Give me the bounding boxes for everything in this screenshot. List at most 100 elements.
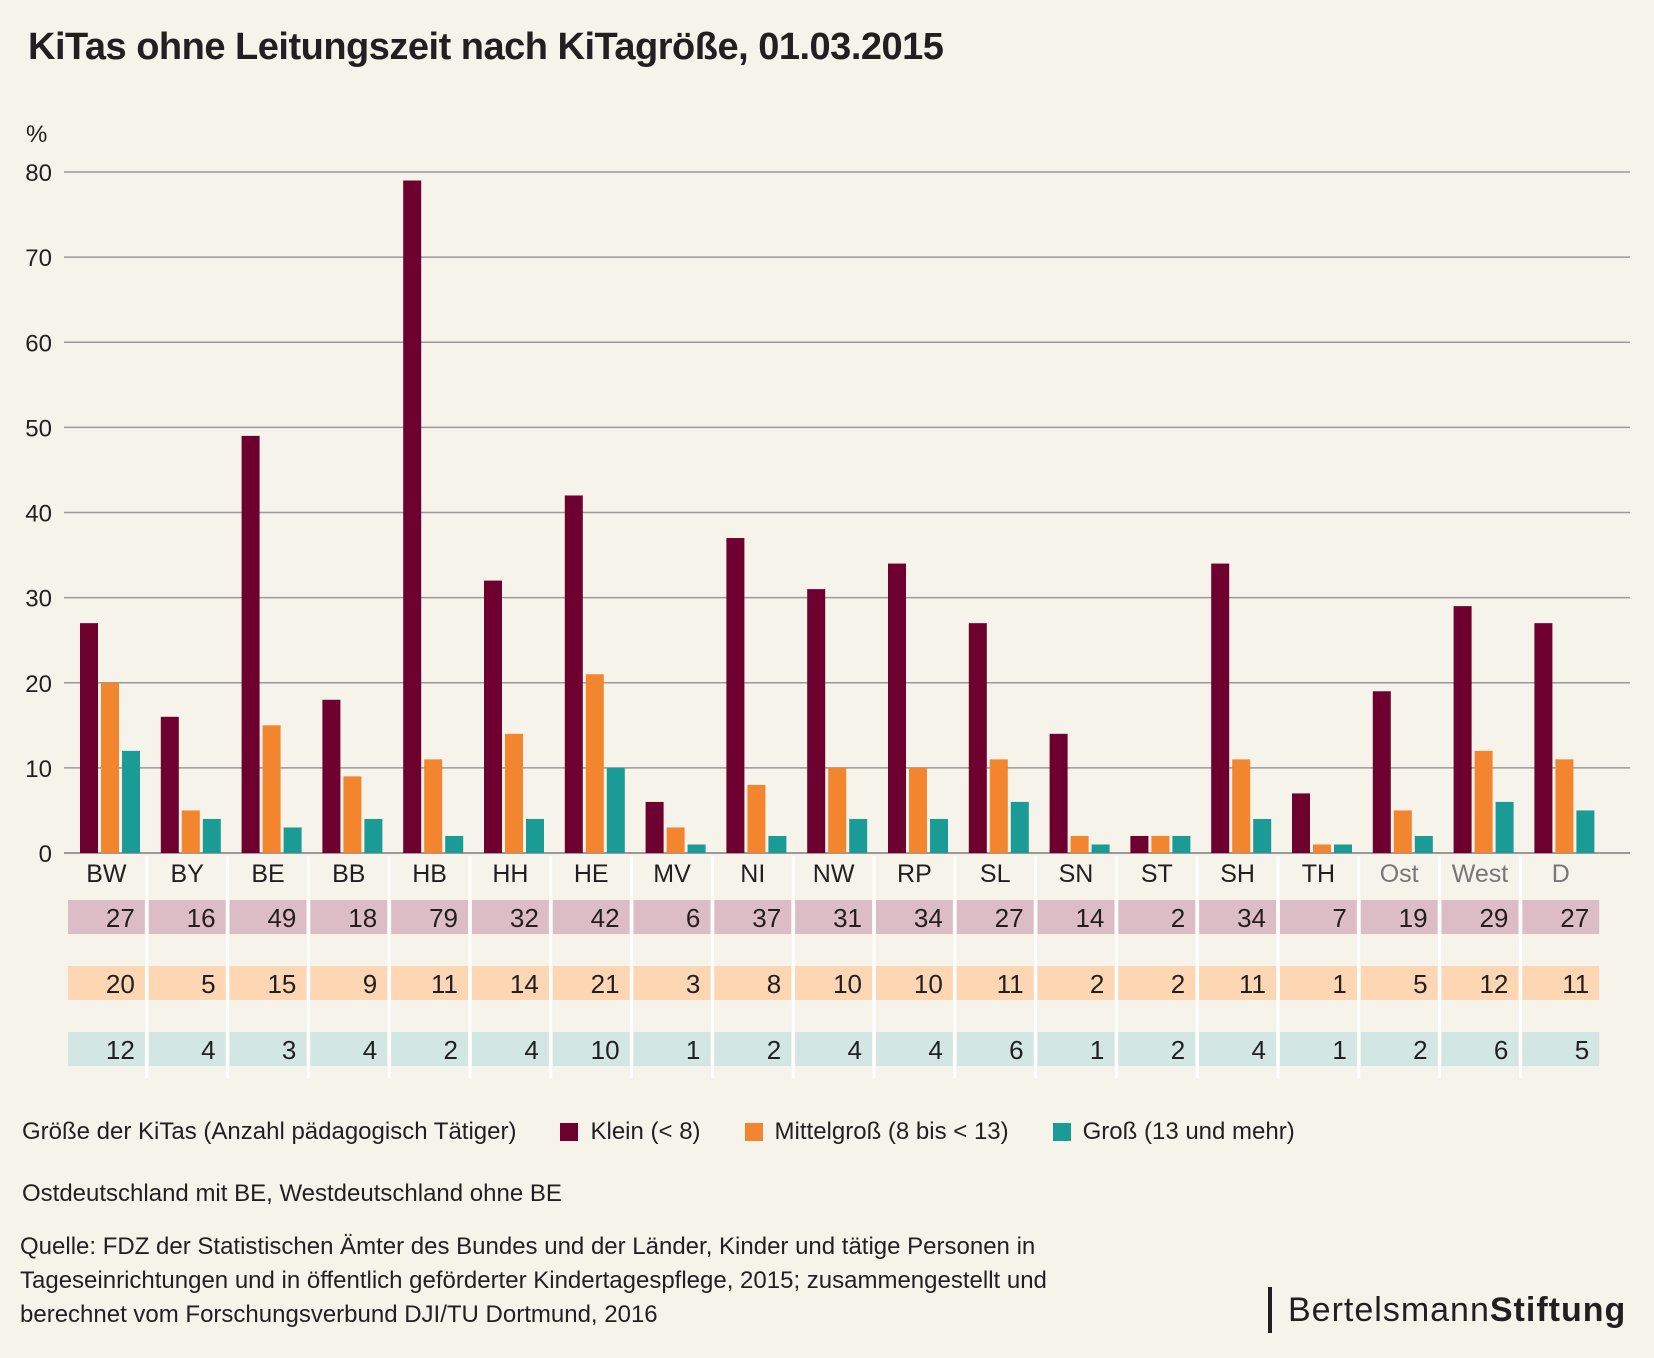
bar-mittel	[666, 827, 685, 853]
x-tick-label: BY	[171, 860, 205, 888]
table-value: 1	[1090, 1035, 1104, 1065]
table-value: 12	[1479, 969, 1508, 999]
table-value: 10	[833, 969, 862, 999]
bar-gross	[1334, 844, 1352, 853]
table-cell-bg	[1441, 1032, 1519, 1066]
x-tick-label: SL	[980, 860, 1011, 888]
bar-mittel	[585, 674, 604, 853]
table-cell-bg	[310, 1032, 388, 1066]
legend-label-gross: Groß (13 und mehr)	[1082, 1118, 1295, 1145]
table-value: 4	[928, 1035, 942, 1065]
bar-mittel	[1151, 835, 1170, 853]
y-tick-label: 0	[39, 841, 52, 868]
bar-gross	[1172, 835, 1191, 853]
x-tick-label: HB	[412, 860, 447, 888]
value-table: 2720121654491531894791123214442211063137…	[68, 856, 1600, 1078]
y-tick-label: 30	[25, 586, 52, 613]
bar-klein	[645, 801, 664, 853]
table-cell-bg	[148, 1032, 226, 1066]
source-line: berechnet vom Forschungsverbund DJI/TU D…	[20, 1301, 658, 1328]
bar-gross	[283, 827, 302, 853]
table-cell-bg	[68, 966, 145, 1000]
bar-gross	[1253, 818, 1272, 853]
table-cell-bg	[552, 900, 630, 934]
bar-mittel	[424, 759, 443, 853]
bar-gross	[768, 835, 787, 853]
x-tick-label: HH	[492, 860, 528, 888]
bar-klein	[1534, 623, 1553, 853]
table-cell-bg	[472, 900, 549, 934]
bar-gross	[930, 818, 948, 853]
bar-klein	[160, 716, 179, 853]
table-value: 5	[1413, 969, 1427, 999]
table-cell-bg	[1199, 900, 1276, 934]
table-cell-bg	[310, 966, 388, 1000]
bar-gross	[1414, 835, 1433, 853]
table-cell-bg	[1280, 966, 1357, 1000]
table-cell-bg	[795, 966, 872, 1000]
bar-gross	[364, 818, 383, 853]
table-cell-bg	[148, 900, 226, 934]
bar-klein	[403, 180, 422, 853]
table-cell-bg	[876, 966, 953, 1000]
table-cell-bg	[633, 900, 711, 934]
bar-gross	[526, 818, 544, 853]
bar-mittel	[101, 682, 119, 853]
bar-mittel	[1474, 750, 1493, 853]
table-cell-bg	[1522, 1032, 1600, 1066]
bar-klein	[1453, 606, 1472, 853]
region-note: Ostdeutschland mit BE, Westdeutschland o…	[22, 1180, 562, 1207]
y-tick-label: 40	[25, 501, 52, 528]
x-tick-label: Ost	[1380, 860, 1419, 888]
x-tick-label: MV	[653, 860, 691, 888]
legend-label-klein: Klein (< 8)	[590, 1118, 701, 1145]
bar-mittel	[989, 759, 1008, 853]
table-cell-bg	[876, 900, 953, 934]
table-cell-bg	[552, 1032, 630, 1066]
table-cell-bg	[1118, 966, 1196, 1000]
logo-bold: Stiftung	[1489, 1290, 1627, 1329]
table-value: 11	[1239, 969, 1266, 999]
table-cell-bg	[633, 1032, 711, 1066]
table-value: 27	[995, 903, 1024, 933]
x-tick-label: NI	[740, 860, 765, 888]
gridlines	[64, 171, 1630, 854]
bar-klein	[241, 435, 260, 853]
table-value: 4	[1252, 1035, 1266, 1065]
table-value: 11	[1562, 969, 1589, 999]
table-cell-bg	[1441, 966, 1519, 1000]
table-value: 42	[591, 903, 620, 933]
bar-mittel	[262, 725, 281, 853]
table-cell-bg	[229, 966, 307, 1000]
bar-klein	[80, 623, 98, 853]
table-value: 6	[686, 903, 700, 933]
table-value: 5	[201, 969, 215, 999]
table-value: 34	[914, 903, 943, 933]
bar-klein	[968, 623, 987, 853]
table-cell-bg	[795, 1032, 872, 1066]
table-cell-bg	[1280, 1032, 1357, 1066]
table-value: 2	[1171, 1035, 1185, 1065]
legend-swatch-gross	[1052, 1123, 1071, 1141]
table-value: 4	[848, 1035, 862, 1065]
table-cell-bg	[1199, 966, 1276, 1000]
legend-title: Größe der KiTas (Anzahl pädagogisch Täti…	[22, 1118, 517, 1145]
table-cell-bg	[795, 900, 872, 934]
y-tick-label: 10	[25, 756, 52, 783]
table-value: 1	[686, 1035, 700, 1065]
bars	[80, 180, 1595, 853]
table-value: 29	[1479, 903, 1508, 933]
table-value: 3	[686, 969, 700, 999]
table-value: 15	[267, 969, 296, 999]
bar-gross	[122, 750, 140, 853]
table-value: 6	[1009, 1035, 1023, 1065]
x-tick-label: West	[1452, 860, 1509, 888]
bar-klein	[1130, 835, 1149, 853]
table-value: 20	[106, 969, 135, 999]
table-cell-bg	[876, 1032, 953, 1066]
bar-klein	[888, 563, 906, 853]
bertelsmann-logo: Bertelsmann Stiftung	[1268, 1287, 1626, 1333]
table-cell-bg	[714, 966, 792, 1000]
bar-mittel	[1232, 759, 1251, 853]
